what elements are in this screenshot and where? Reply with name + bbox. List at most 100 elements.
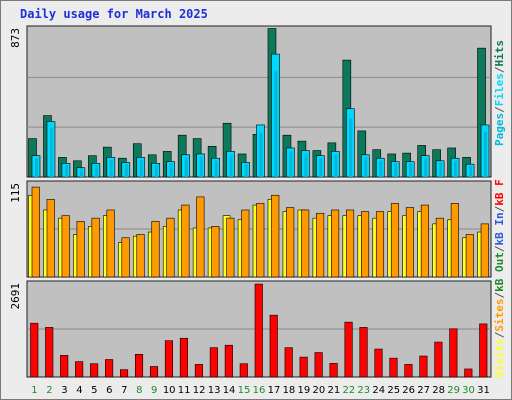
legend-legend-top-item-4: Hits: [493, 40, 506, 67]
pages-bar-26: [409, 163, 413, 177]
day-label-15: 15: [238, 385, 251, 396]
max-label-top: 873: [9, 28, 22, 48]
kbf-bar-28: [434, 341, 443, 378]
pages-bar-25: [394, 163, 398, 177]
pages-bar-10: [169, 163, 173, 177]
chart-title: Daily usage for March 2025: [20, 7, 208, 21]
legend-legend-bottom-item-2: Sites: [493, 299, 506, 332]
sites-bar-1: [31, 186, 40, 278]
pages-bar-15: [244, 164, 248, 177]
kbf-bar-12: [194, 364, 203, 378]
pages-bar-21: [334, 154, 338, 177]
legend-legend-top-item-1: /: [493, 106, 506, 113]
sites-bar-6: [106, 209, 115, 278]
day-label-18: 18: [283, 385, 296, 396]
pages-bar-24: [379, 160, 383, 177]
kbf-bar-14: [224, 344, 233, 378]
kbf-bar-15: [239, 363, 248, 378]
kbf-bar-17: [269, 314, 278, 378]
sites-bar-15: [241, 209, 250, 278]
kbf-bar-13: [209, 347, 218, 378]
max-label-bottom: 2691: [9, 283, 22, 310]
day-label-16: 16: [253, 385, 266, 396]
sites-bar-11: [181, 204, 190, 278]
sites-bar-9: [151, 221, 160, 278]
day-label-25: 25: [387, 385, 400, 396]
sites-bar-31: [480, 223, 489, 278]
day-label-29: 29: [447, 385, 460, 396]
day-label-13: 13: [208, 385, 221, 396]
sites-bar-24: [375, 211, 385, 278]
sites-bar-29: [450, 203, 459, 278]
pages-bar-9: [154, 165, 158, 177]
day-label-27: 27: [417, 385, 430, 396]
pages-bar-20: [319, 158, 323, 177]
sites-bar-20: [316, 212, 325, 278]
day-label-24: 24: [372, 385, 385, 396]
legend-top: Pages/Files/Hits: [493, 40, 506, 146]
sites-bar-7: [121, 237, 130, 278]
day-label-2: 2: [46, 385, 52, 396]
sites-bar-16: [256, 203, 265, 278]
pages-bar-5: [94, 165, 98, 177]
pages-bar-8: [139, 159, 143, 177]
legend-legend-bottom-item-4: kB Out: [493, 252, 506, 292]
kbf-bar-8: [134, 353, 144, 378]
sites-bar-21: [331, 209, 340, 278]
day-label-19: 19: [298, 385, 311, 396]
day-label-1: 1: [31, 385, 37, 396]
kbf-bar-18: [284, 347, 293, 378]
day-label-5: 5: [91, 385, 97, 396]
pages-bar-22: [349, 118, 353, 177]
sites-bar-13: [211, 226, 220, 278]
legend-legend-top-item-3: /: [493, 66, 506, 73]
day-label-10: 10: [163, 385, 176, 396]
day-label-28: 28: [432, 385, 445, 396]
day-label-23: 23: [357, 385, 370, 396]
day-label-12: 12: [193, 385, 206, 396]
day-label-11: 11: [178, 385, 191, 396]
sites-bar-28: [435, 217, 444, 278]
day-label-7: 7: [121, 385, 127, 396]
day-label-22: 22: [342, 385, 355, 396]
day-label-21: 21: [327, 385, 340, 396]
pages-bar-1: [35, 158, 38, 177]
day-label-17: 17: [268, 385, 281, 396]
kbf-bar-11: [179, 337, 188, 378]
legend-legend-top-item-0: Pages: [493, 113, 506, 146]
legend-legend-bottom-item-5: /: [493, 245, 506, 252]
pages-bar-18: [289, 151, 293, 177]
sites-bar-12: [196, 196, 205, 278]
day-label-6: 6: [106, 385, 112, 396]
legend-legend-bottom-item-8: kB F: [493, 179, 506, 206]
day-label-26: 26: [402, 385, 415, 396]
kbf-bar-1: [30, 322, 39, 378]
sites-bar-14: [226, 217, 235, 278]
pages-bar-31: [484, 131, 488, 177]
day-label-14: 14: [223, 385, 236, 396]
kbf-bar-24: [374, 348, 383, 378]
kbf-bar-9: [149, 366, 159, 378]
kbf-bar-29: [449, 328, 458, 378]
kbf-bar-22: [344, 321, 353, 378]
pages-bar-11: [184, 157, 188, 177]
pages-bar-3: [64, 165, 68, 177]
pages-bar-23: [364, 157, 368, 177]
kbf-bar-3: [60, 355, 69, 378]
kbf-bar-2: [45, 327, 54, 378]
sites-bar-19: [301, 209, 310, 278]
kbf-bar-21: [329, 363, 338, 378]
legend-legend-bottom-item-6: kB In: [493, 212, 506, 245]
day-label-4: 4: [76, 385, 82, 396]
kbf-bar-20: [314, 352, 323, 378]
sites-bar-22: [346, 209, 355, 278]
sites-bar-17: [271, 194, 280, 278]
day-label-9: 9: [151, 385, 157, 396]
day-label-31: 31: [477, 385, 490, 396]
pages-bar-7: [124, 164, 128, 177]
legend-legend-bottom-item-7: /: [493, 205, 506, 212]
pages-bar-16: [259, 132, 263, 177]
pages-bar-14: [229, 154, 233, 177]
legend-legend-bottom-item-1: /: [493, 331, 506, 338]
